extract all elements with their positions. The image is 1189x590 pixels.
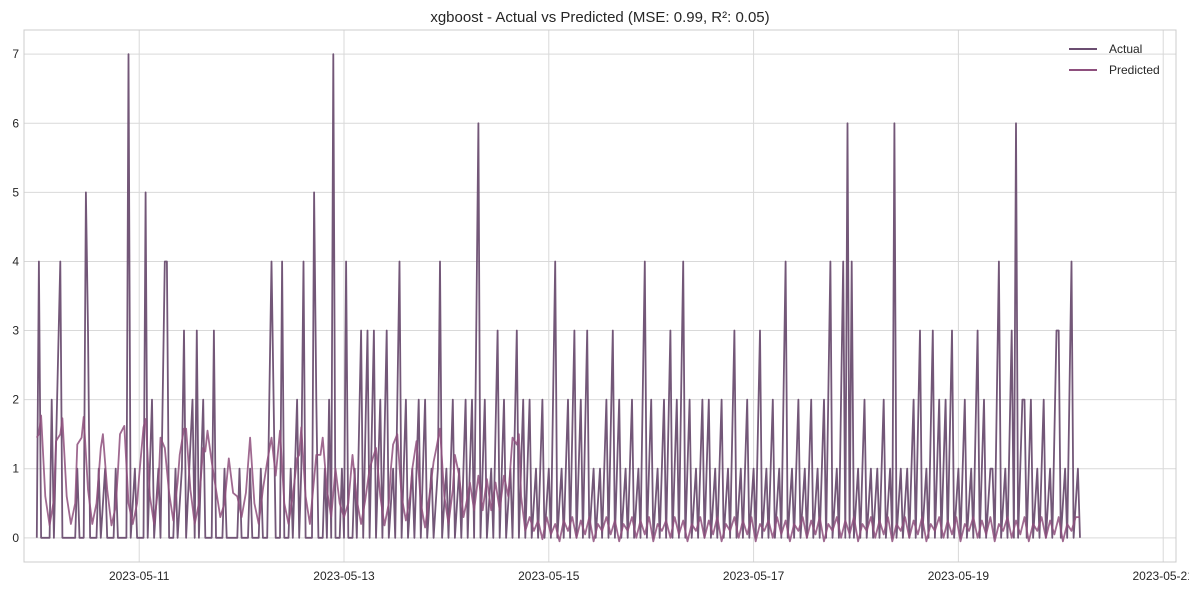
y-tick-label: 6	[12, 116, 19, 130]
x-tick-label: 2023-05-19	[928, 569, 990, 583]
y-axis-ticks: 0 1 2 3 4 5 6 7	[12, 47, 19, 545]
x-tick-label: 2023-05-11	[109, 569, 170, 583]
x-axis-ticks: 2023-05-11 2023-05-13 2023-05-15 2023-05-17…	[109, 569, 1189, 583]
legend-label-actual: Actual	[1109, 42, 1142, 56]
x-tick-label: 2023-05-13	[313, 569, 375, 583]
y-tick-label: 4	[12, 254, 19, 268]
y-tick-label: 7	[12, 47, 19, 61]
legend: Actual Predicted	[1069, 42, 1160, 77]
chart-title: xgboost - Actual vs Predicted (MSE: 0.99…	[430, 9, 769, 26]
y-tick-label: 1	[12, 462, 19, 476]
series-line-actual	[35, 53, 1081, 539]
legend-label-predicted: Predicted	[1109, 63, 1160, 77]
x-tick-label: 2023-05-15	[518, 569, 580, 583]
series-line-predicted	[36, 414, 1080, 543]
plot-frame	[23, 29, 1177, 563]
y-tick-label: 5	[12, 185, 19, 199]
series-lines	[35, 53, 1081, 543]
y-tick-label: 0	[12, 531, 19, 545]
x-tick-label: 2023-05-21	[1133, 569, 1189, 583]
y-tick-label: 2	[12, 393, 19, 407]
grid-lines	[24, 30, 1176, 562]
x-tick-label: 2023-05-17	[723, 569, 785, 583]
y-tick-label: 3	[12, 324, 19, 338]
